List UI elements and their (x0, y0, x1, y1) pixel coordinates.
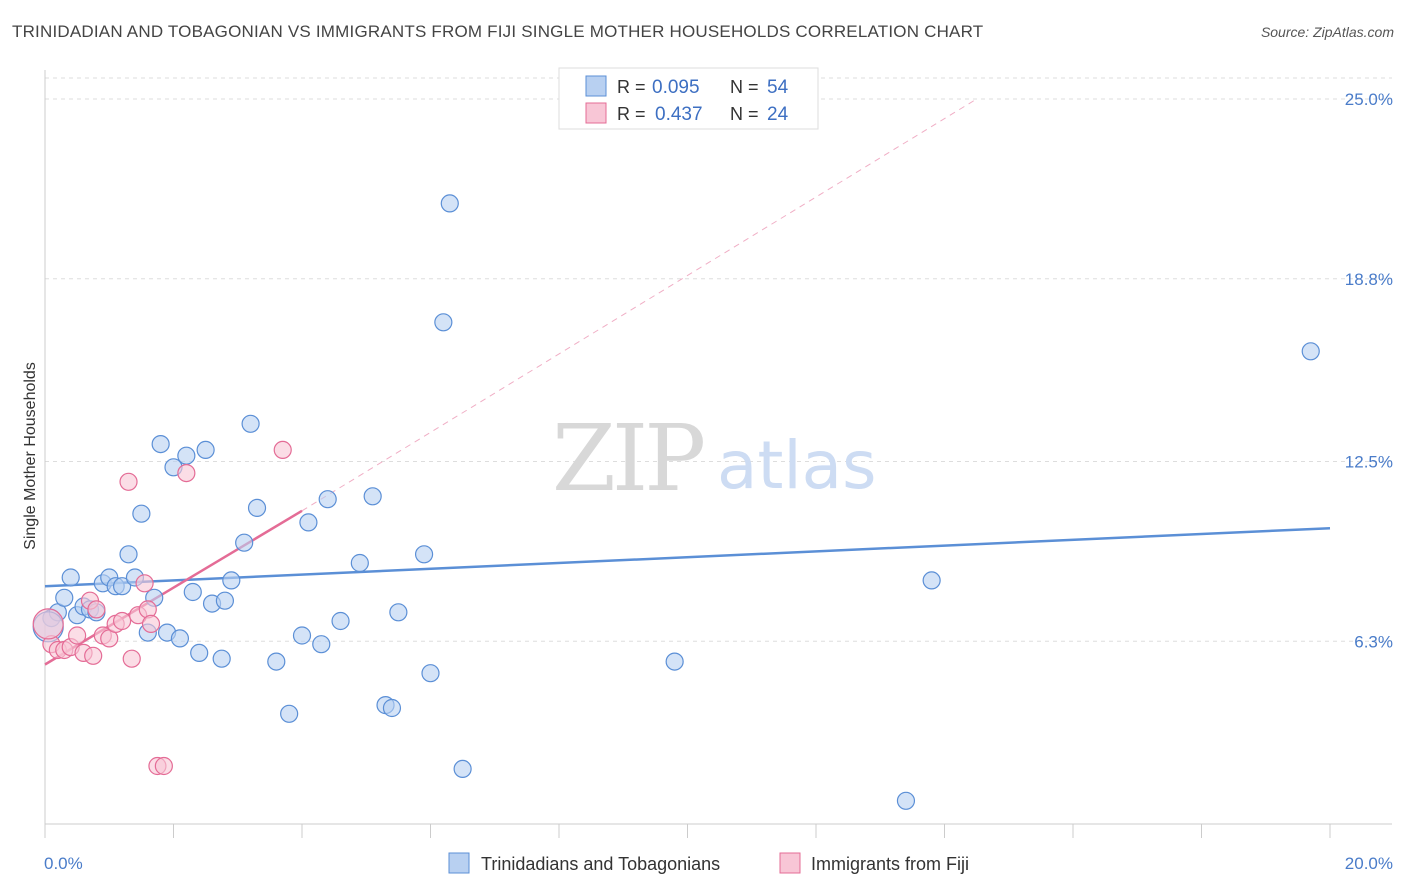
point-s1-8 (87, 600, 106, 619)
point-s0-38 (331, 611, 350, 631)
point-s1-16 (135, 574, 154, 593)
point-s1-20 (154, 756, 173, 776)
chart-title: TRINIDADIAN AND TOBAGONIAN VS IMMIGRANTS… (12, 22, 984, 41)
series-legend-swatch-blue (448, 852, 470, 874)
legend-n-value-1: 54 (767, 77, 789, 98)
axes (44, 70, 1392, 838)
point-s0-48 (453, 759, 472, 779)
point-s0-51 (922, 571, 941, 590)
series-legend-swatch-pink (779, 852, 801, 874)
y-tick-label-2: 18.8% (1345, 270, 1393, 289)
x-tick-labels: 0.0% 20.0% (44, 854, 1393, 873)
point-s0-37 (318, 490, 337, 509)
point-s0-42 (382, 698, 402, 718)
point-s1-23 (32, 608, 64, 640)
point-s0-47 (440, 194, 459, 213)
point-s0-45 (421, 664, 440, 683)
legend-n-label-1: N = (730, 77, 759, 97)
point-s0-12 (119, 545, 138, 564)
watermark-zip: ZIP (552, 405, 703, 512)
watermark: ZIP atlas (552, 405, 877, 512)
point-s0-23 (196, 440, 215, 459)
source-label: Source: ZipAtlas.com (1260, 24, 1394, 40)
y-tick-label-3: 25.0% (1345, 90, 1393, 109)
y-axis-label: Single Mother Households (22, 362, 39, 550)
point-s0-29 (235, 533, 254, 552)
point-s0-28 (222, 571, 241, 590)
y-tick-label-0: 6.3% (1354, 632, 1393, 651)
legend-swatch-pink (585, 102, 607, 124)
y-tick-label-1: 12.5% (1345, 453, 1393, 472)
stats-legend: R = 0.095 N = 54 R = 0.437 N = 24 (558, 67, 819, 130)
point-s0-31 (247, 498, 267, 517)
point-s0-49 (665, 652, 684, 671)
point-s0-30 (241, 414, 260, 433)
point-s1-13 (119, 472, 138, 491)
trend-lines (44, 98, 1331, 666)
point-s1-18 (141, 614, 161, 634)
point-s0-52 (1301, 342, 1320, 361)
legend-r-value-2: 0.437 (655, 104, 703, 125)
point-s1-14 (122, 649, 141, 668)
watermark-atlas: atlas (717, 427, 877, 504)
legend-r-label-2: R = (617, 104, 646, 124)
y-tick-labels: 6.3% 12.5% 18.8% 25.0% (1345, 90, 1393, 651)
point-s0-22 (183, 582, 202, 602)
point-s0-26 (215, 591, 234, 610)
point-s1-4 (68, 626, 87, 645)
trend-line-1 (44, 509, 303, 666)
point-s1-22 (273, 440, 292, 459)
point-s0-34 (292, 626, 312, 645)
point-s0-39 (350, 553, 369, 573)
data-points (32, 194, 1320, 810)
legend-n-label-2: N = (730, 104, 759, 124)
point-s0-36 (312, 635, 331, 654)
point-s0-2 (55, 588, 74, 607)
point-s0-27 (212, 649, 231, 668)
point-s0-17 (151, 435, 170, 454)
point-s0-46 (434, 313, 453, 332)
x-tick-label-0: 0.0% (44, 854, 83, 873)
point-s0-11 (112, 577, 132, 596)
point-s0-50 (896, 791, 916, 810)
point-s0-33 (280, 704, 299, 723)
legend-r-value-1: 0.095 (652, 77, 700, 98)
series-legend-label-1: Trinidadians and Tobagonians (481, 854, 720, 874)
point-s0-44 (414, 545, 434, 564)
legend-swatch-blue (585, 75, 607, 97)
point-s0-3 (61, 568, 80, 587)
trend-line-0 (44, 526, 1331, 588)
point-s0-40 (363, 487, 382, 506)
legend-r-label-1: R = (617, 77, 646, 97)
point-s1-7 (84, 646, 103, 665)
point-s0-43 (389, 603, 408, 622)
point-s0-32 (267, 652, 286, 671)
series-legend: Trinidadians and Tobagonians Immigrants … (448, 852, 969, 874)
legend-n-value-2: 24 (767, 104, 789, 125)
x-tick-label-1: 20.0% (1345, 854, 1393, 873)
series-legend-label-2: Immigrants from Fiji (811, 854, 969, 874)
point-s0-25 (190, 643, 209, 663)
point-s0-35 (299, 513, 318, 532)
point-s0-21 (177, 446, 196, 465)
point-s0-14 (132, 504, 151, 523)
point-s1-21 (177, 464, 196, 483)
point-s1-12 (112, 611, 132, 631)
point-s0-20 (170, 629, 190, 648)
